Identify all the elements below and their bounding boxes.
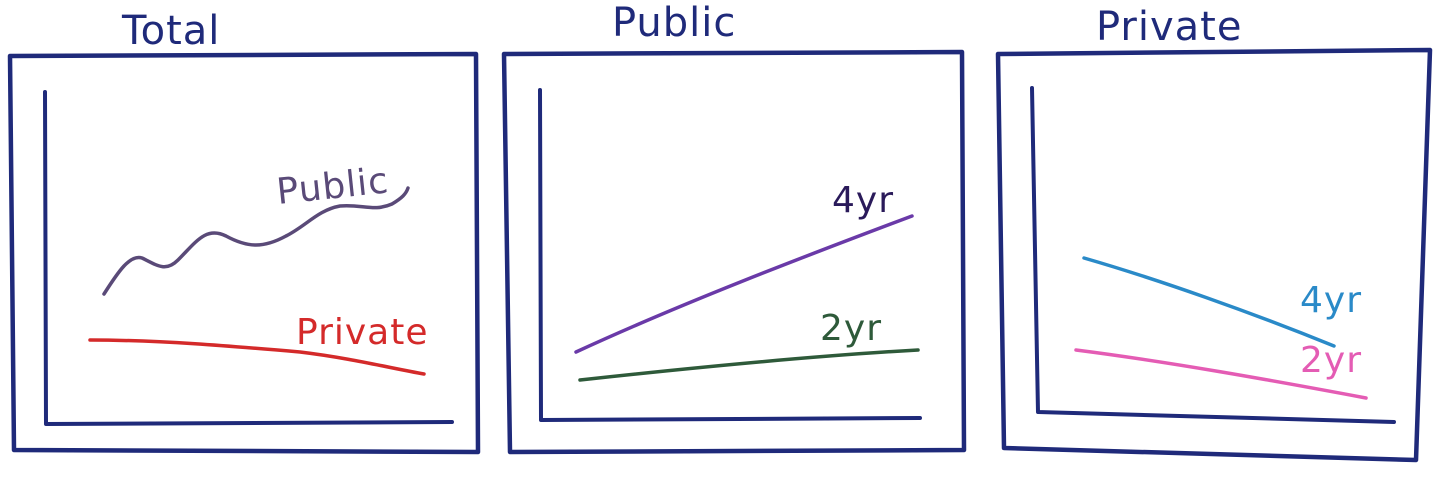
panel-public-axes [538, 88, 922, 422]
panel-public: Public 4yr 2yr [501, 0, 967, 455]
panel-private: Private 4yr 2yr [995, 4, 1433, 463]
panel-total-title: Total [121, 8, 220, 54]
panel-private-4yr-line [1082, 256, 1336, 348]
panel-total-axes [43, 90, 454, 426]
panel-private-2yr-line [1074, 348, 1368, 400]
panel-total: Total Public Private [7, 8, 481, 455]
panel-private-4yr-label: 4yr [1300, 280, 1362, 321]
panel-private-frame [995, 47, 1433, 463]
panel-public-frame [501, 49, 967, 455]
panel-total-public-line [102, 186, 410, 296]
panel-private-title: Private [1096, 4, 1242, 50]
panel-public-2yr-label: 2yr [820, 308, 882, 349]
panel-public-4yr-label: 4yr [832, 180, 894, 221]
panel-private-axes [1030, 86, 1396, 424]
panel-public-2yr-line [578, 348, 920, 382]
panel-total-public-label: Public [275, 160, 391, 213]
panel-private-2yr-label: 2yr [1300, 340, 1362, 381]
panel-total-private-line [88, 338, 426, 376]
panel-total-private-label: Private [296, 312, 429, 353]
panel-total-frame [7, 51, 481, 455]
panel-public-title: Public [612, 0, 736, 46]
panel-public-4yr-line [574, 214, 914, 354]
